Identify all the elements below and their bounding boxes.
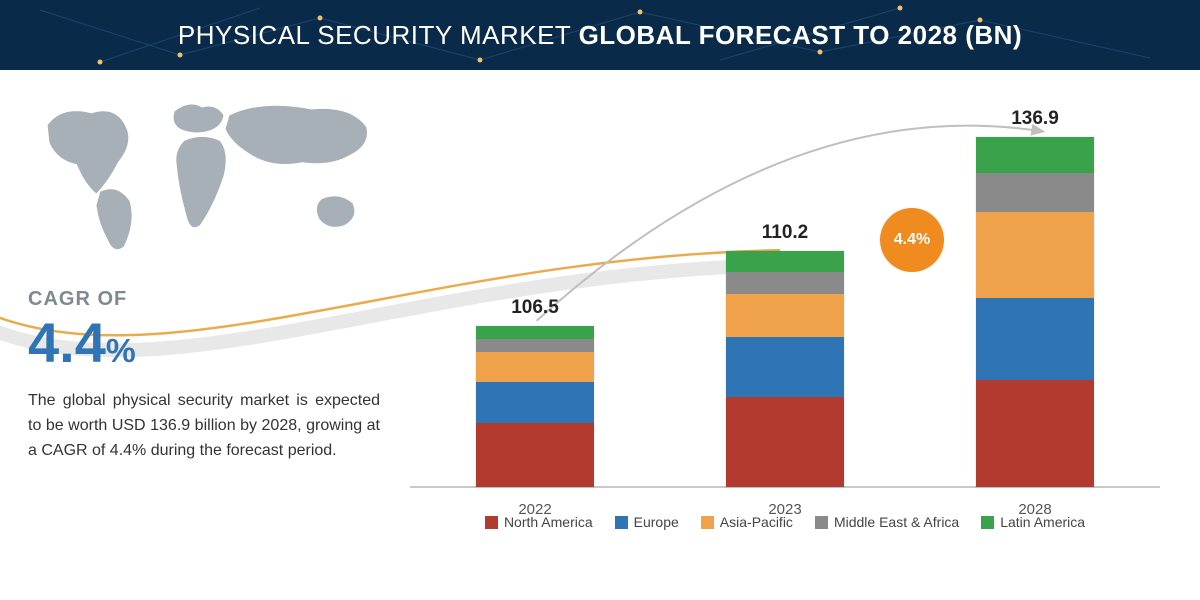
cagr-bubble: 4.4%: [880, 208, 944, 272]
legend-label: Asia-Pacific: [720, 514, 793, 530]
cagr-block: CAGR OF 4.4%: [28, 288, 380, 371]
bar-total-label: 110.2: [762, 222, 809, 244]
bar-segment: [476, 423, 594, 488]
bar-stack: [725, 250, 845, 488]
bar-segment: [476, 382, 594, 423]
cagr-label: CAGR OF: [28, 288, 380, 311]
legend-item: North America: [485, 514, 593, 530]
legend-swatch: [815, 516, 828, 529]
bar-group: 110.2: [725, 222, 845, 488]
bars-row: 106.5110.2136.9: [410, 118, 1160, 488]
description-text: The global physical security market is e…: [28, 389, 380, 463]
legend-label: Middle East & Africa: [834, 514, 959, 530]
legend-item: Middle East & Africa: [815, 514, 959, 530]
stacked-bar-chart: 106.5110.2136.9 202220232028 4.4% North …: [410, 88, 1160, 518]
bar-segment: [476, 352, 594, 382]
bar-group: 106.5: [475, 297, 595, 488]
bar-segment: [726, 251, 844, 273]
bar-stack: [975, 136, 1095, 488]
world-map: [28, 84, 380, 264]
bar-segment: [976, 137, 1094, 174]
left-column: CAGR OF 4.4% The global physical securit…: [0, 70, 400, 600]
chart-legend: North America Europe Asia-Pacific Middle Ea…: [410, 514, 1160, 530]
bar-segment: [476, 339, 594, 352]
legend-swatch: [981, 516, 994, 529]
bar-segment: [726, 272, 844, 294]
bar-total-label: 106.5: [511, 297, 559, 319]
legend-swatch: [701, 516, 714, 529]
bar-segment: [976, 298, 1094, 380]
legend-swatch: [615, 516, 628, 529]
legend-item: Asia-Pacific: [701, 514, 793, 530]
bar-segment: [726, 397, 844, 487]
legend-swatch: [485, 516, 498, 529]
cagr-value: 4.4%: [28, 315, 380, 371]
bar-segment: [976, 212, 1094, 298]
main-content: CAGR OF 4.4% The global physical securit…: [0, 70, 1200, 600]
legend-label: Latin America: [1000, 514, 1085, 530]
header-banner: PHYSICAL SECURITY MARKET GLOBAL FORECAST…: [0, 0, 1200, 70]
bar-total-label: 136.9: [1011, 108, 1059, 130]
chart-column: 106.5110.2136.9 202220232028 4.4% North …: [400, 70, 1200, 600]
bar-stack: [475, 325, 595, 488]
bar-segment: [476, 326, 594, 339]
page-title: PHYSICAL SECURITY MARKET GLOBAL FORECAST…: [178, 20, 1022, 51]
legend-item: Europe: [615, 514, 679, 530]
bar-segment: [726, 337, 844, 397]
bar-segment: [726, 294, 844, 337]
legend-label: North America: [504, 514, 593, 530]
bar-segment: [976, 380, 1094, 488]
bar-segment: [976, 173, 1094, 212]
legend-item: Latin America: [981, 514, 1085, 530]
bar-group: 136.9: [975, 108, 1095, 488]
legend-label: Europe: [634, 514, 679, 530]
